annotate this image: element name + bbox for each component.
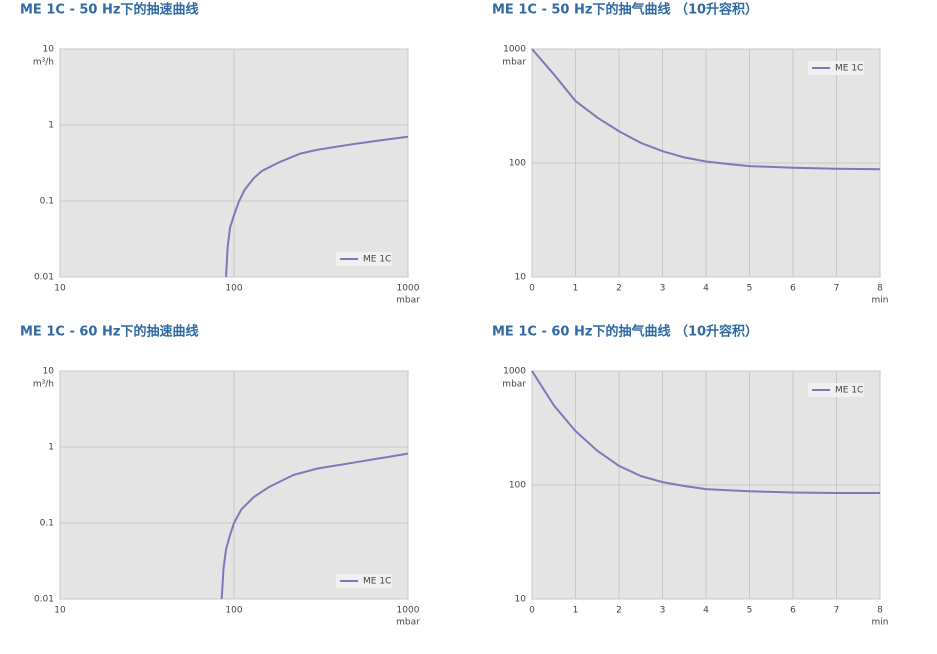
legend-label: ME 1C (835, 64, 863, 74)
y-tick-label: 10 (515, 273, 527, 283)
x-tick-label: 7 (834, 284, 840, 294)
y-tick-label: 1000 (503, 367, 526, 377)
x-tick-label: 0 (529, 284, 535, 294)
chart-title: ME 1C - 50 Hz下的抽气曲线 （10升容积） (492, 2, 758, 18)
x-tick-label: 3 (660, 606, 666, 616)
y-axis-label: m³/h (33, 380, 54, 390)
y-tick-label: 10 (515, 595, 527, 605)
x-tick-label: 1000 (397, 284, 420, 294)
x-tick-label: 100 (225, 284, 242, 294)
x-tick-label: 4 (703, 606, 709, 616)
x-axis-label: min (872, 296, 889, 306)
x-tick-label: 6 (790, 606, 796, 616)
x-tick-label: 7 (834, 606, 840, 616)
y-axis-label: m³/h (33, 58, 54, 68)
legend-label: ME 1C (835, 386, 863, 396)
x-tick-label: 8 (877, 606, 883, 616)
legend-box (808, 383, 864, 397)
x-tick-label: 2 (616, 606, 622, 616)
x-tick-label: 6 (790, 284, 796, 294)
x-tick-label: 100 (225, 606, 242, 616)
data-line (220, 452, 409, 600)
chart-title: ME 1C - 60 Hz下的抽气曲线 （10升容积） (492, 324, 758, 340)
y-tick-label: 0.01 (34, 595, 54, 605)
x-tick-label: 2 (616, 284, 622, 294)
y-tick-label: 10 (43, 45, 55, 55)
x-tick-label: 4 (703, 284, 709, 294)
x-tick-label: 5 (747, 606, 753, 616)
legend-box (336, 574, 392, 588)
x-axis-label: mbar (396, 618, 420, 628)
data-line (531, 370, 880, 494)
y-tick-label: 1000 (503, 45, 526, 55)
y-tick-label: 0.01 (34, 273, 54, 283)
y-tick-label: 1 (48, 121, 54, 131)
x-axis-label: min (872, 618, 889, 628)
y-axis-label: mbar (502, 58, 526, 68)
legend-label: ME 1C (363, 255, 391, 265)
legend-box (808, 61, 864, 75)
x-tick-label: 10 (54, 606, 66, 616)
data-line (531, 48, 881, 171)
x-axis-label: mbar (396, 296, 420, 306)
y-tick-label: 10 (43, 367, 55, 377)
y-tick-label: 1 (48, 443, 54, 453)
x-tick-label: 3 (660, 284, 666, 294)
chart-title: ME 1C - 50 Hz下的抽速曲线 (20, 2, 198, 18)
y-tick-label: 0.1 (40, 519, 54, 529)
chart-title: ME 1C - 60 Hz下的抽速曲线 (20, 324, 198, 340)
y-tick-label: 100 (509, 159, 526, 169)
x-tick-label: 10 (54, 284, 66, 294)
y-axis-label: mbar (502, 380, 526, 390)
x-tick-label: 1000 (397, 606, 420, 616)
y-tick-label: 100 (509, 481, 526, 491)
legend-box (336, 252, 392, 266)
legend-label: ME 1C (363, 577, 391, 587)
y-tick-label: 0.1 (40, 197, 54, 207)
x-tick-label: 1 (573, 606, 579, 616)
x-tick-label: 1 (573, 284, 579, 294)
data-line (225, 135, 409, 278)
x-tick-label: 8 (877, 284, 883, 294)
x-tick-label: 5 (747, 284, 753, 294)
x-tick-label: 0 (529, 606, 535, 616)
